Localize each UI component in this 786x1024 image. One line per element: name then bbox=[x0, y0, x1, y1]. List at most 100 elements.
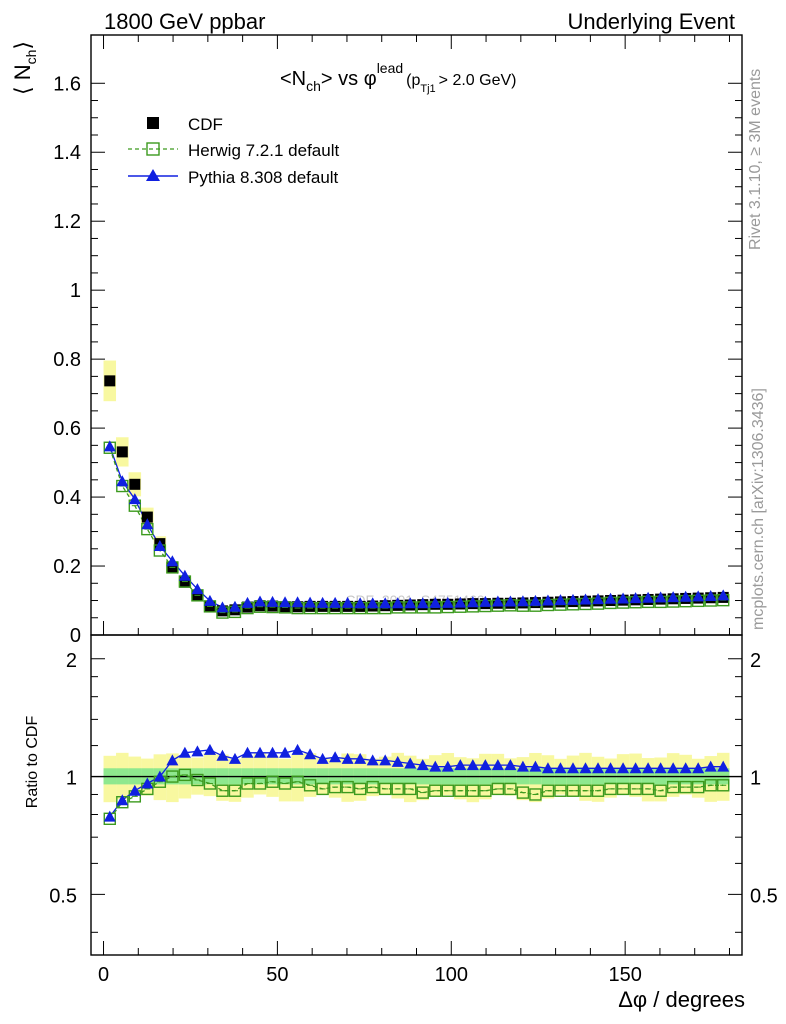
ratio-herwig-point bbox=[379, 782, 392, 796]
ratio-herwig-point bbox=[253, 777, 267, 790]
ratio-pythia-point bbox=[704, 760, 717, 772]
pythia-point bbox=[166, 555, 179, 567]
ratio-herwig-point bbox=[616, 782, 630, 796]
ratio-pythia-point bbox=[404, 757, 417, 769]
pythia-point bbox=[679, 590, 692, 602]
cdf-point bbox=[129, 478, 141, 490]
ratio-axes: 0.5 0.5 1 1 2 2 0 50 100 150 bbox=[49, 650, 778, 986]
cdf-point bbox=[104, 375, 116, 387]
ratio-pythia-point bbox=[654, 762, 667, 774]
ratio-pythia-point bbox=[429, 760, 442, 772]
pythia-point bbox=[103, 440, 116, 452]
pythia-point bbox=[717, 589, 730, 601]
pythia-point bbox=[203, 594, 216, 606]
ratio-pythia-point bbox=[717, 760, 730, 772]
pythia-point bbox=[554, 594, 567, 606]
ratio-herwig-point bbox=[554, 784, 567, 797]
ratio-pythia-point bbox=[366, 754, 379, 766]
pythia-point bbox=[617, 592, 630, 604]
ratio-ytick-label-right: 0.5 bbox=[750, 885, 778, 907]
ratio-pythia-point bbox=[279, 746, 292, 758]
ratio-herwig-point bbox=[516, 786, 530, 799]
ratio-pythia-point bbox=[566, 762, 579, 774]
ratio-herwig-point bbox=[717, 779, 730, 792]
ratio-pythia-point bbox=[266, 746, 279, 758]
ratio-herwig-point bbox=[654, 784, 667, 797]
pythia-point bbox=[441, 596, 454, 608]
xtick-label: 0 bbox=[98, 964, 109, 986]
pythia-point bbox=[654, 591, 667, 603]
ratio-pythia-point bbox=[203, 743, 216, 755]
ratio-herwig-point bbox=[404, 782, 417, 796]
ratio-herwig-point bbox=[479, 784, 492, 797]
ratio-herwig-point bbox=[353, 782, 367, 796]
pythia-point bbox=[366, 597, 379, 609]
ratio-herwig-point bbox=[303, 779, 317, 792]
ratio-pythia-point bbox=[617, 762, 630, 774]
ratio-pythia-point bbox=[191, 745, 204, 757]
ratio-herwig-point bbox=[641, 782, 655, 796]
ratio-herwig-point bbox=[679, 780, 692, 794]
pythia-point bbox=[429, 596, 442, 608]
legend-label-cdf: CDF bbox=[188, 115, 223, 134]
pythia-point bbox=[529, 594, 542, 606]
ratio-pythia-point bbox=[228, 752, 241, 764]
ratio-herwig-point bbox=[391, 782, 404, 796]
cdf-point bbox=[179, 576, 191, 588]
ratio-frame bbox=[90, 634, 743, 956]
ratio-pythia-point bbox=[116, 794, 129, 806]
pythia-point bbox=[692, 590, 705, 602]
cdf-point bbox=[141, 511, 153, 523]
pythia-point bbox=[329, 596, 342, 608]
pythia-point bbox=[153, 540, 166, 552]
ratio-herwig-point bbox=[454, 784, 467, 797]
main-series-group bbox=[103, 375, 730, 619]
pythia-point bbox=[566, 593, 579, 605]
pythia-point bbox=[228, 600, 241, 612]
x-axis-label: Δφ / degrees bbox=[618, 987, 745, 1012]
legend-marker-pythia bbox=[146, 169, 160, 181]
ratio-herwig-point bbox=[691, 780, 705, 794]
ratio-pythia-point bbox=[178, 746, 191, 758]
pythia-point bbox=[191, 583, 204, 595]
ratio-pythia-point bbox=[491, 759, 504, 771]
ratio-pythia-point bbox=[153, 770, 166, 782]
ratio-ytick-label-right: 1 bbox=[750, 768, 761, 790]
main-ytick-label: 1.2 bbox=[53, 211, 81, 233]
pythia-point bbox=[541, 594, 554, 606]
ratio-pythia-point bbox=[291, 743, 304, 755]
pythia-point bbox=[516, 595, 529, 607]
pythia-point bbox=[416, 597, 429, 609]
ratio-ytick-label: 1 bbox=[66, 768, 77, 790]
ratio-herwig-point bbox=[704, 779, 717, 792]
ratio-pythia-point bbox=[529, 760, 542, 772]
ratio-pythia-point bbox=[642, 762, 655, 774]
ratio-pythia-point bbox=[354, 752, 367, 764]
xtick-label: 100 bbox=[435, 964, 468, 986]
main-ytick-label: 1.6 bbox=[53, 73, 81, 95]
pythia-point bbox=[291, 596, 304, 608]
pythia-point bbox=[479, 595, 492, 607]
ratio-herwig-point bbox=[341, 780, 354, 794]
ratio-herwig-point bbox=[666, 780, 680, 794]
pythia-point bbox=[642, 591, 655, 603]
ratio-ytick-label: 2 bbox=[66, 650, 77, 672]
ratio-herwig-point bbox=[216, 784, 229, 797]
pythia-point bbox=[354, 597, 367, 609]
main-ytick-label: 1.4 bbox=[53, 142, 81, 164]
pythia-point bbox=[178, 569, 191, 581]
main-ytick-label: 0 bbox=[70, 625, 81, 647]
pythia-point bbox=[216, 601, 229, 613]
main-panel: CDF_2001_S4751469 00.20.40.60.811.21.41.… bbox=[10, 34, 743, 647]
pythia-point bbox=[341, 596, 354, 608]
header-right: Underlying Event bbox=[567, 9, 735, 34]
pythia-point bbox=[304, 596, 317, 608]
ratio-pythia-point bbox=[416, 759, 429, 771]
header-left: 1800 GeV ppbar bbox=[104, 9, 265, 34]
pythia-point bbox=[266, 595, 279, 607]
ratio-pythia-point bbox=[341, 752, 354, 764]
ratio-pythia-point bbox=[128, 784, 141, 796]
ratio-herwig-point bbox=[441, 784, 454, 797]
ratio-herwig-point bbox=[366, 780, 379, 794]
pythia-point bbox=[466, 596, 479, 608]
